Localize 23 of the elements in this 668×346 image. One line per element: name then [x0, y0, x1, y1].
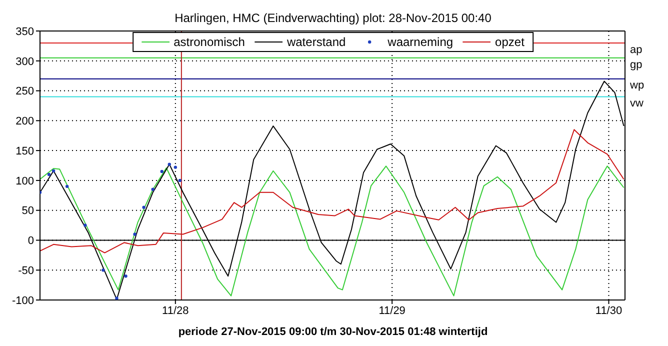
legend-label: astronomisch [174, 35, 245, 49]
y-tick-label: 250 [16, 86, 34, 98]
ref-line-label: wp [629, 80, 644, 92]
y-tick-label: 200 [16, 116, 34, 128]
ref-line-label: gp [630, 58, 642, 71]
y-tick-label: 300 [16, 56, 34, 68]
x-tick-label: 11/29 [378, 304, 406, 317]
y-tick-label: 350 [16, 26, 34, 38]
chart-title: Harlingen, HMC (Eindverwachting) plot: 28-Nov-2015 00:40 [174, 11, 492, 25]
y-tick-label: 100 [16, 175, 34, 188]
legend-label: waarneming [388, 35, 454, 49]
x-tick-label: 11/30 [595, 304, 622, 317]
y-tick-label: -50 [18, 265, 34, 278]
y-tick-label: -100 [12, 294, 34, 307]
y-tick-label: 50 [22, 205, 34, 218]
legend-label: waterstand [286, 35, 346, 49]
x-tick-label: 11/28 [162, 304, 189, 317]
ref-line-label: ap [630, 44, 642, 56]
x-axis-title: periode 27-Nov-2015 09:00 t/m 30-Nov-2015 01:48 wintertijd [177, 326, 489, 338]
legend-label: opzet [495, 35, 524, 49]
ref-line-label: vw [630, 98, 644, 110]
y-tick-label: 0 [28, 235, 34, 248]
y-tick-label: 150 [16, 145, 34, 158]
